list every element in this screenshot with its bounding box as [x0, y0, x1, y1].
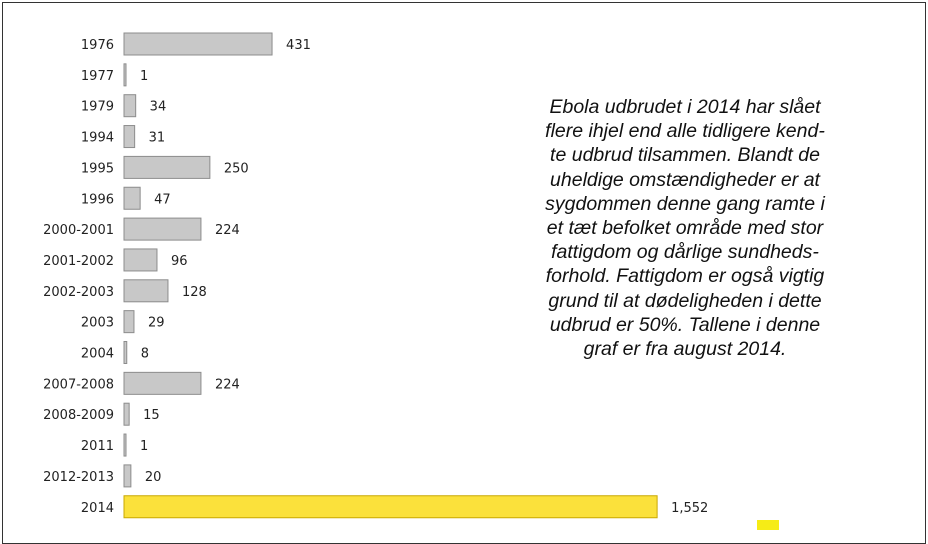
- category-label: 2011: [81, 439, 114, 454]
- bar-2014: [123, 495, 658, 519]
- annotation-line: graf er fra august 2014.: [583, 338, 787, 361]
- category-label: 1976: [81, 38, 114, 53]
- annotation-line: flere ihjel end alle tidligere kend-: [545, 120, 825, 143]
- annotation-line: sygdommen denne gang ramte i: [545, 192, 825, 215]
- value-label: 34: [150, 100, 167, 115]
- category-label: 2014: [81, 501, 114, 516]
- value-label: 1: [140, 439, 148, 454]
- annotation-line: udbrud er 50%. Tallene i denne: [549, 313, 821, 336]
- annotation-line: grund til at dødeligheden i dette: [548, 289, 822, 312]
- chart-annotation: Ebola udbrudet i 2014 har slået flere ih…: [501, 95, 869, 361]
- value-label: 29: [148, 316, 165, 331]
- value-label: 15: [143, 408, 160, 423]
- bar-2000-2001: [123, 217, 202, 241]
- category-label: 2001-2002: [43, 254, 114, 269]
- value-label: 8: [141, 347, 149, 362]
- value-label: 250: [224, 161, 249, 176]
- bar-2007-2008: [123, 371, 202, 395]
- bar-2001-2002: [123, 248, 158, 272]
- value-label: 20: [145, 470, 162, 485]
- bar-1976: [123, 32, 273, 56]
- bar-1977: [123, 63, 127, 87]
- bar-chart: 1976 431 1977 1 1979 34 1994 31 1995 250 1996 47 200…: [43, 32, 708, 519]
- annotation-line: et tæt befolket område med stor: [546, 217, 824, 240]
- value-label: 96: [171, 254, 188, 269]
- category-label: 2000-2001: [43, 223, 114, 238]
- bar-2004: [123, 341, 128, 364]
- value-label: 224: [215, 223, 240, 238]
- category-label: 2012-2013: [43, 470, 114, 485]
- category-label: 2004: [81, 347, 114, 362]
- bar-1994: [123, 125, 136, 149]
- category-label: 1994: [81, 131, 114, 146]
- value-label: 1,552: [671, 501, 708, 516]
- annotation-line: Ebola udbrudet i 2014 har slået: [549, 96, 821, 118]
- category-label: 2003: [81, 316, 114, 331]
- category-label: 2002-2003: [43, 285, 114, 300]
- category-label: 1995: [81, 161, 114, 176]
- value-label: 31: [149, 131, 166, 146]
- bar-1996: [123, 186, 141, 210]
- bar-1979: [123, 94, 137, 118]
- bar-2008-2009: [123, 402, 130, 426]
- bar-2003: [123, 310, 135, 334]
- category-label: 1977: [81, 69, 114, 84]
- value-label: 47: [154, 192, 171, 207]
- category-label: 1996: [81, 192, 114, 207]
- annotation-line: te udbrud tilsammen. Blandt de: [550, 144, 820, 167]
- bar-1995: [123, 155, 211, 179]
- category-label: 2008-2009: [43, 408, 114, 423]
- annotation-line: forhold. Fattigdom er også vigtig: [545, 265, 825, 288]
- value-label: 431: [286, 38, 311, 53]
- category-label: 1979: [81, 100, 114, 115]
- bar-2012-2013: [123, 464, 132, 488]
- value-label: 1: [140, 69, 148, 84]
- value-label: 224: [215, 377, 240, 392]
- bar-2011: [123, 433, 127, 457]
- bar-2002-2003: [123, 279, 169, 303]
- value-label: 128: [182, 285, 207, 300]
- highlight-marker: [757, 520, 779, 530]
- annotation-line: uheldige omstændigheder er at: [550, 168, 820, 191]
- annotation-line: fattigdom og dårlige sundheds-: [551, 241, 819, 264]
- category-label: 2007-2008: [43, 377, 114, 392]
